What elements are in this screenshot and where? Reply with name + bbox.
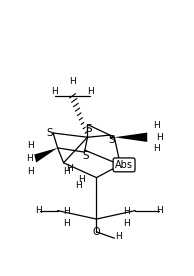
Text: H: H bbox=[87, 87, 94, 96]
Text: H: H bbox=[123, 219, 130, 228]
Text: H: H bbox=[63, 219, 70, 228]
Text: H: H bbox=[27, 167, 34, 176]
Text: H: H bbox=[63, 167, 70, 176]
Text: H: H bbox=[156, 133, 163, 142]
Text: H: H bbox=[51, 87, 58, 96]
Text: H: H bbox=[78, 175, 85, 184]
Text: H: H bbox=[66, 164, 73, 172]
Text: H: H bbox=[75, 181, 82, 190]
Text: H: H bbox=[157, 206, 163, 215]
Text: O: O bbox=[93, 227, 100, 237]
Text: S: S bbox=[85, 124, 92, 134]
Text: S: S bbox=[108, 136, 115, 145]
Text: H: H bbox=[36, 206, 42, 215]
Text: H: H bbox=[153, 121, 159, 130]
Text: S: S bbox=[46, 128, 53, 138]
Text: H: H bbox=[123, 207, 130, 216]
Polygon shape bbox=[34, 148, 58, 163]
Text: S: S bbox=[82, 151, 88, 161]
Text: H: H bbox=[115, 232, 122, 241]
Text: H: H bbox=[26, 154, 33, 163]
Text: Abs: Abs bbox=[115, 160, 133, 170]
Text: H: H bbox=[153, 144, 159, 153]
Text: H: H bbox=[27, 141, 34, 150]
Text: H: H bbox=[69, 78, 76, 86]
Polygon shape bbox=[114, 132, 147, 142]
Text: H: H bbox=[63, 207, 70, 216]
